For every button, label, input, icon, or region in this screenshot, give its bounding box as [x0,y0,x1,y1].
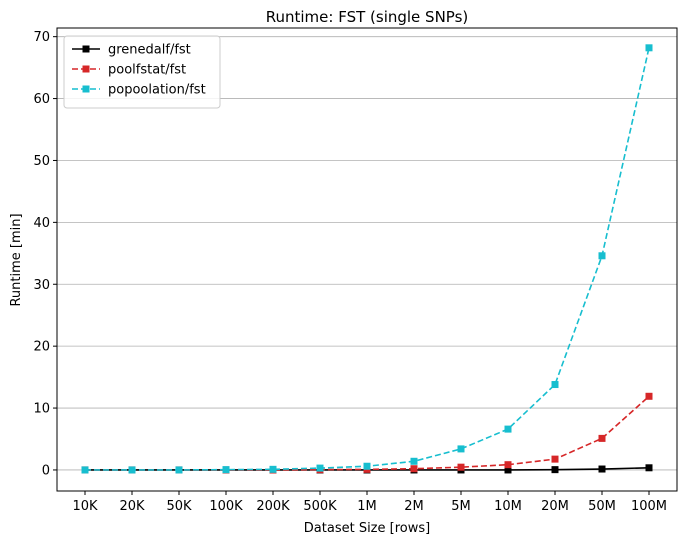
data-point-popoolation-fst [316,464,324,472]
x-tick-label: 50M [588,499,616,514]
data-point-poolfstat-fst [504,461,512,469]
data-point-popoolation-fst [222,466,230,474]
y-axis: 0 10 20 30 40 50 60 70 [33,30,57,478]
data-point-popoolation-fst [410,457,418,465]
data-point-popoolation-fst [81,466,89,474]
y-tick-label: 20 [33,340,50,355]
y-tick-label: 70 [33,30,50,45]
x-axis: 10K 20K 50K 100K 200K 500K 1M 2M 5M 10M 20M 50M 100M [72,491,667,514]
data-point-poolfstat-fst [645,392,653,400]
legend: grenedalf/fst poolfstat/fst popoolation/fs… [63,35,221,109]
data-point-poolfstat-fst [551,455,559,463]
y-tick-label: 50 [33,154,50,169]
x-tick-label: 50K [166,499,192,514]
legend-label: grenedalf/fst [108,43,191,58]
y-tick-label: 10 [33,402,50,417]
data-point-popoolation-fst [457,445,465,453]
x-tick-label: 10M [494,499,522,514]
data-point-popoolation-fst [645,44,653,52]
chart-title: Runtime: FST (single SNPs) [266,8,469,26]
x-tick-label: 100K [209,499,243,514]
data-point-grenedalf-fst [504,466,512,474]
series-group [81,44,653,474]
x-tick-label: 200K [256,499,290,514]
legend-label: popoolation/fst [108,83,206,98]
legend-label: poolfstat/fst [108,63,186,78]
x-tick-label: 100M [631,499,667,514]
data-point-poolfstat-fst [457,463,465,471]
data-point-popoolation-fst [551,381,559,389]
x-tick-label: 1M [357,499,377,514]
data-point-poolfstat-fst [410,465,418,473]
x-tick-label: 20M [541,499,569,514]
series-line-popoolation-fst [85,47,650,471]
legend-box [63,35,221,109]
data-point-popoolation-fst [269,465,277,473]
x-tick-label: 500K [303,499,337,514]
x-tick-label: 10K [72,499,98,514]
data-point-popoolation-fst [363,462,371,470]
x-tick-label: 20K [119,499,145,514]
x-axis-label: Dataset Size [rows] [304,521,430,536]
y-tick-label: 60 [33,92,50,107]
x-tick-label: 2M [404,499,424,514]
data-point-grenedalf-fst [551,466,559,474]
data-point-poolfstat-fst [598,434,606,442]
legend-marker [82,65,90,73]
y-axis-label: Runtime [min] [9,213,24,306]
data-point-popoolation-fst [504,425,512,433]
y-tick-label: 40 [33,216,50,231]
data-point-grenedalf-fst [645,464,653,472]
legend-marker [82,45,90,53]
data-point-grenedalf-fst [598,465,606,473]
legend-marker [82,85,90,93]
data-point-popoolation-fst [128,466,136,474]
y-tick-label: 0 [42,463,50,478]
data-point-popoolation-fst [175,466,183,474]
y-tick-label: 30 [33,278,50,293]
data-point-popoolation-fst [598,252,606,260]
series-line-poolfstat-fst [85,395,650,471]
x-tick-label: 5M [451,499,471,514]
